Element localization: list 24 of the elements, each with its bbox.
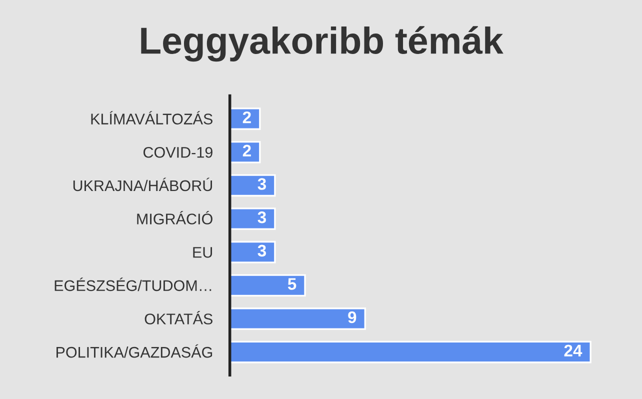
data-label: 3 xyxy=(258,211,266,224)
y-tick-label: EGÉSZSÉG/TUDOM… xyxy=(54,278,212,292)
y-tick-label: POLITIKA/GAZDASÁG xyxy=(56,344,212,358)
data-label: 9 xyxy=(348,311,356,324)
data-label: 24 xyxy=(564,344,582,356)
y-tick-label: COVID-19 xyxy=(143,146,212,158)
bar xyxy=(230,174,276,197)
data-label: 5 xyxy=(288,278,296,290)
bar xyxy=(230,240,276,264)
data-label: 2 xyxy=(242,111,251,124)
data-label: 3 xyxy=(258,178,266,190)
bar xyxy=(230,208,276,230)
y-tick-label: EU xyxy=(193,247,212,258)
bar xyxy=(230,274,306,297)
data-label: 2 xyxy=(242,144,251,156)
bar xyxy=(230,308,366,330)
y-tick-label: OKTATÁS xyxy=(144,311,212,324)
bar xyxy=(230,140,261,164)
y-tick-label: MIGRÁCIÓ xyxy=(137,211,212,224)
y-tick-label: KLÍMAVÁLTOZÁS xyxy=(91,111,212,124)
chart-title: Leggyakoribb témák xyxy=(141,26,504,62)
y-tick-label: UKRAJNA/HÁBORÚ xyxy=(73,178,212,192)
data-label: 3 xyxy=(258,244,266,257)
bar xyxy=(230,340,592,364)
